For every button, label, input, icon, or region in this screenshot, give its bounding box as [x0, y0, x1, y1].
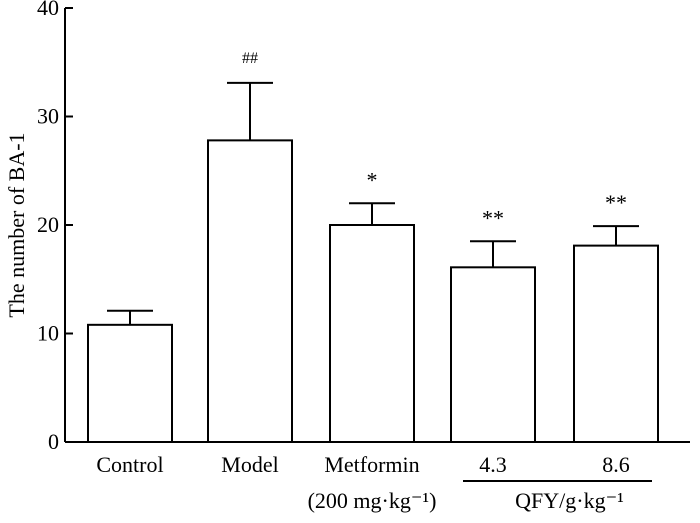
bar	[450, 266, 536, 443]
y-tick-label: 10	[37, 321, 59, 346]
significance-mark: **	[482, 205, 504, 230]
bar	[87, 323, 173, 444]
bar	[329, 224, 415, 443]
bar	[573, 244, 659, 443]
y-axis-label: The number of BA-1	[4, 132, 29, 317]
x-tick-label: Control	[96, 452, 163, 477]
y-tick-label: 30	[37, 104, 59, 129]
significance-mark: ##	[242, 50, 258, 67]
bar	[207, 139, 293, 443]
x-tick-label: 4.3	[479, 452, 507, 477]
bars	[87, 81, 659, 444]
x-tick-label: Model	[221, 452, 278, 477]
y-tick-label: 20	[37, 212, 59, 237]
x-tick-label: 8.6	[602, 452, 630, 477]
group-label: QFY/g·kg⁻¹	[515, 488, 624, 513]
x-tick-sublabel: (200 mg·kg⁻¹)	[308, 488, 437, 513]
y-tick-label: 0	[48, 429, 59, 454]
significance-mark: **	[605, 190, 627, 215]
labels: ##*****Control Model Metformin(200 mg·kg⁻¹…	[96, 50, 652, 513]
significance-mark: *	[367, 167, 378, 192]
x-tick-label: Metformin	[324, 452, 419, 477]
y-tick-label: 40	[37, 0, 59, 20]
